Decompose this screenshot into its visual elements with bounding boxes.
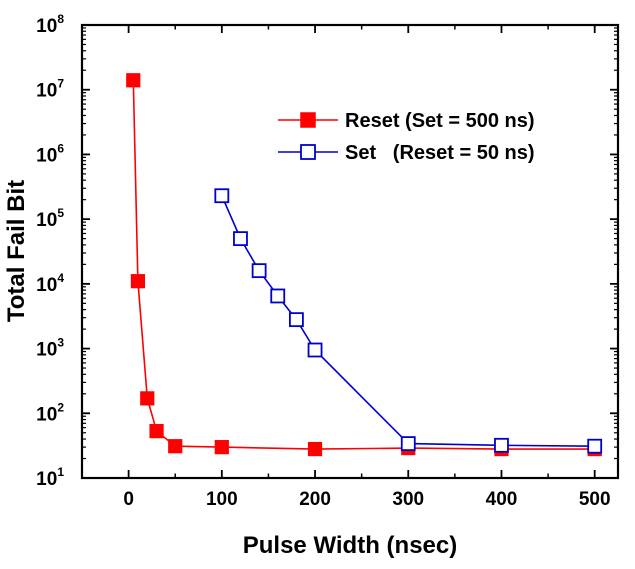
y-tick-base: 10 xyxy=(36,81,57,102)
data-point-reset xyxy=(126,73,141,88)
data-point-set xyxy=(251,263,267,279)
data-point-set xyxy=(214,188,230,204)
data-point-set xyxy=(307,342,323,358)
x-tick-label: 500 xyxy=(579,489,611,510)
y-tick-base: 10 xyxy=(36,145,57,166)
y-tick-exponent: 3 xyxy=(57,336,64,350)
legend-marker-set xyxy=(300,144,316,160)
legend-marker-reset xyxy=(300,112,316,128)
y-tick-label: 102 xyxy=(36,400,64,425)
y-tick-label: 103 xyxy=(36,336,64,361)
x-tick-label: 400 xyxy=(486,489,518,510)
y-tick-base: 10 xyxy=(36,404,57,425)
y-tick-label: 101 xyxy=(36,465,64,490)
y-tick-exponent: 7 xyxy=(57,77,64,91)
data-point-reset xyxy=(130,274,146,289)
data-point-set xyxy=(400,436,416,452)
y-tick-base: 10 xyxy=(36,275,57,296)
y-tick-label: 104 xyxy=(36,271,64,296)
series-line-set xyxy=(221,195,595,447)
y-tick-exponent: 8 xyxy=(57,12,64,26)
x-tick-label: 0 xyxy=(123,489,134,510)
data-point-set xyxy=(288,312,304,328)
data-point-reset xyxy=(168,439,183,454)
y-tick-label: 105 xyxy=(36,206,64,231)
y-tick-base: 10 xyxy=(36,16,57,37)
data-point-set xyxy=(270,288,286,304)
plot-frame xyxy=(80,23,620,480)
data-point-reset xyxy=(140,391,155,406)
series-line-reset xyxy=(132,80,595,450)
y-tick-base: 10 xyxy=(36,469,57,490)
y-axis-title: Total Fail Bit xyxy=(3,180,30,322)
legend-label-reset: Reset (Set = 500 ns) xyxy=(345,110,535,132)
x-tick-label: 300 xyxy=(392,489,424,510)
data-point-set xyxy=(587,438,603,454)
y-tick-exponent: 5 xyxy=(57,206,64,220)
y-tick-label: 108 xyxy=(36,12,64,37)
y-tick-label: 106 xyxy=(36,141,64,166)
y-tick-exponent: 6 xyxy=(57,141,64,155)
y-tick-exponent: 4 xyxy=(57,271,64,285)
legend-label-set: Set (Reset = 50 ns) xyxy=(345,142,535,164)
legend: Reset (Set = 500 ns) Set (Reset = 50 ns) xyxy=(278,110,535,164)
y-tick-exponent: 2 xyxy=(57,400,64,414)
x-axis-title: Pulse Width (nsec) xyxy=(243,532,457,559)
y-tick-base: 10 xyxy=(36,210,57,231)
data-point-reset xyxy=(307,441,323,457)
data-point-reset xyxy=(149,424,164,439)
y-tick-base: 10 xyxy=(36,340,57,361)
data-point-set xyxy=(494,437,509,453)
x-tick-label: 200 xyxy=(299,489,331,510)
data-point-reset xyxy=(214,440,229,455)
y-tick-exponent: 1 xyxy=(57,465,64,479)
x-tick-label: 100 xyxy=(206,489,238,510)
data-point-set xyxy=(233,231,248,247)
data-series xyxy=(126,73,603,457)
y-tick-label: 107 xyxy=(36,77,64,102)
